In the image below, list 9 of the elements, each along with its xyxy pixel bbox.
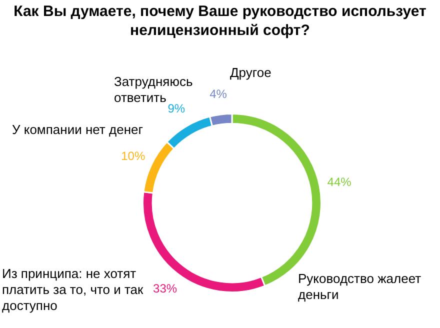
slice-label: Другое: [230, 65, 272, 80]
data-label: 4%: [210, 86, 228, 101]
slice-label: Из принципа: не хотят платить за то, что и так доступно: [2, 266, 144, 314]
data-label: 44%: [327, 174, 352, 189]
data-label: 33%: [153, 282, 178, 296]
data-label: 10%: [121, 148, 146, 163]
slice-label: У компании нет денег: [12, 122, 144, 138]
chart-title: Как Вы думаете, почему Ваше руководство использует нелицензионный софт?: [12, 2, 428, 40]
slice-label: Руководство жалеет деньги: [298, 271, 422, 302]
